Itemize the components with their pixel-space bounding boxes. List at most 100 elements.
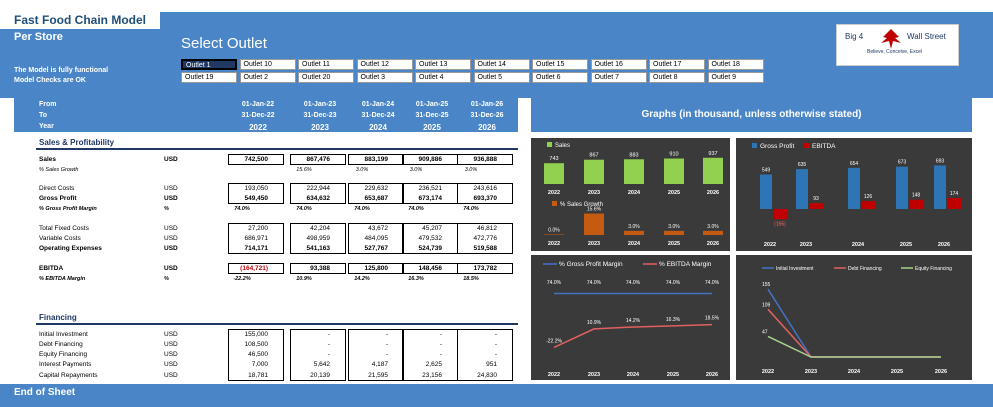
row-unit: % bbox=[164, 206, 169, 212]
outlet-button[interactable]: Outlet 19 bbox=[181, 72, 237, 83]
series-line bbox=[767, 308, 941, 358]
outlet-button[interactable]: Outlet 3 bbox=[356, 72, 413, 83]
outlet-button[interactable]: Outlet 2 bbox=[239, 72, 296, 83]
row-label: Interest Payments bbox=[39, 361, 92, 368]
period-year-cell: 2025 bbox=[423, 123, 441, 132]
data-label: 937 bbox=[708, 151, 717, 157]
outlet-button[interactable]: Outlet 9 bbox=[707, 72, 764, 83]
outlet-button[interactable]: Outlet 18 bbox=[707, 59, 764, 70]
row-value: 653,687 bbox=[364, 195, 389, 202]
outlet-button[interactable]: Outlet 1 bbox=[181, 59, 237, 70]
table-row: % Sales Growth 15.6% 3.0% 3.0% 3.0% bbox=[39, 166, 519, 175]
value-box bbox=[290, 223, 346, 254]
value-box bbox=[348, 223, 404, 254]
period-from-cell: 01-Jan-22 bbox=[241, 101, 275, 108]
row-value: 4,187 bbox=[371, 361, 388, 368]
row-label: Initial Investment bbox=[39, 331, 88, 338]
logo-text-right: Wall Street bbox=[907, 32, 946, 41]
outlet-button[interactable]: Outlet 16 bbox=[590, 59, 647, 70]
row-value: (164,721) bbox=[240, 265, 268, 272]
period-from-cell: 01-Jan-23 bbox=[303, 101, 337, 108]
row-value: 524,739 bbox=[418, 245, 443, 252]
tick-label: 2026 bbox=[938, 242, 950, 248]
row-value: 125,800 bbox=[364, 265, 389, 272]
bar bbox=[934, 165, 946, 209]
data-label: 14.2% bbox=[626, 318, 641, 324]
legend-label: EBITDA bbox=[812, 143, 836, 150]
tick-label: 2026 bbox=[935, 369, 947, 375]
tick-label: 2022 bbox=[548, 241, 560, 247]
row-value: 74.0% bbox=[296, 206, 312, 212]
per-store-label: Per Store bbox=[14, 31, 63, 43]
outlet-button[interactable]: Outlet 8 bbox=[649, 72, 705, 83]
data-label: 3.0% bbox=[668, 224, 680, 230]
row-label: % EBITDA Margin bbox=[39, 276, 86, 282]
tick-label: 2022 bbox=[762, 369, 774, 375]
bar bbox=[664, 230, 684, 235]
row-value: - bbox=[385, 351, 388, 358]
outlet-button[interactable]: Outlet 15 bbox=[532, 59, 588, 70]
row-value: 742,500 bbox=[244, 156, 269, 163]
value-box bbox=[457, 263, 513, 274]
value-box bbox=[457, 329, 513, 381]
outlet-button[interactable]: Outlet 13 bbox=[415, 59, 471, 70]
data-label: 74.0% bbox=[666, 280, 681, 286]
series-line bbox=[767, 288, 941, 358]
tick-label: 2023 bbox=[588, 241, 600, 247]
outlet-button[interactable]: Outlet 7 bbox=[590, 72, 647, 83]
row-value: 10.9% bbox=[296, 276, 312, 282]
value-box bbox=[348, 263, 404, 274]
row-value: 479,532 bbox=[418, 235, 443, 242]
tick-label: 2026 bbox=[707, 241, 719, 247]
period-year-cell: 2024 bbox=[369, 123, 387, 132]
table-row: % Gross Profit Margin% 74.0% 74.0% 74.0% 74.… bbox=[39, 205, 519, 214]
value-box bbox=[228, 329, 284, 381]
row-value: 7,000 bbox=[251, 361, 268, 368]
row-value: - bbox=[327, 351, 330, 358]
data-label: 654 bbox=[850, 161, 859, 167]
data-label: 155 bbox=[762, 282, 771, 288]
bar bbox=[703, 230, 723, 235]
row-value: 5,642 bbox=[313, 361, 330, 368]
outlet-button[interactable]: Outlet 12 bbox=[356, 59, 413, 70]
value-box bbox=[457, 223, 513, 254]
period-from-cell: 01-Jan-26 bbox=[470, 101, 504, 108]
tick-label: 2025 bbox=[900, 242, 912, 248]
tick-label: 2024 bbox=[628, 190, 641, 196]
legend-label: Gross Profit bbox=[760, 143, 795, 150]
row-value: 527,767 bbox=[364, 245, 389, 252]
row-value: 20,139 bbox=[310, 372, 330, 379]
legend-label: Equity Financing bbox=[915, 266, 952, 272]
outlet-button[interactable]: Outlet 5 bbox=[473, 72, 530, 83]
tick-label: 2023 bbox=[588, 372, 600, 378]
value-box bbox=[290, 263, 346, 274]
outlet-button[interactable]: Outlet 14 bbox=[473, 59, 530, 70]
graphs-title: Graphs (in thousand, unless otherwise st… bbox=[531, 98, 972, 132]
row-value: 27,200 bbox=[248, 225, 268, 232]
row-unit: USD bbox=[164, 331, 178, 338]
period-from-cell: 01-Jan-24 bbox=[361, 101, 395, 108]
tick-label: 2025 bbox=[668, 241, 680, 247]
outlet-button[interactable]: Outlet 11 bbox=[298, 59, 354, 70]
row-value: 74.0% bbox=[234, 206, 250, 212]
row-label: % Sales Growth bbox=[39, 167, 79, 173]
row-value: 74.0% bbox=[463, 206, 479, 212]
period-to-cell: 31-Dec-24 bbox=[361, 112, 395, 119]
outlet-button[interactable]: Outlet 10 bbox=[239, 59, 296, 70]
table-row: Total Fixed Costs USD 27,200 42,204 43,672 45… bbox=[39, 224, 519, 233]
row-label: Gross Profit bbox=[39, 195, 77, 202]
outlet-button[interactable]: Outlet 17 bbox=[649, 59, 705, 70]
bar bbox=[584, 213, 604, 235]
outlet-button[interactable]: Outlet 6 bbox=[532, 72, 588, 83]
table-row: Direct Costs USD 193,050 222,944 229,632 236,… bbox=[39, 184, 519, 193]
row-value: 43,672 bbox=[368, 225, 388, 232]
row-unit: USD bbox=[164, 195, 178, 202]
outlet-button[interactable]: Outlet 4 bbox=[415, 72, 471, 83]
row-value: - bbox=[439, 351, 442, 358]
tick-label: 2022 bbox=[764, 242, 776, 248]
tick-label: 2023 bbox=[805, 369, 817, 375]
tick-label: 2024 bbox=[852, 242, 865, 248]
outlet-button[interactable]: Outlet 20 bbox=[298, 72, 354, 83]
bar bbox=[947, 198, 961, 209]
financing-chart: Initial Investment Debt Financing Equity F… bbox=[762, 266, 952, 375]
